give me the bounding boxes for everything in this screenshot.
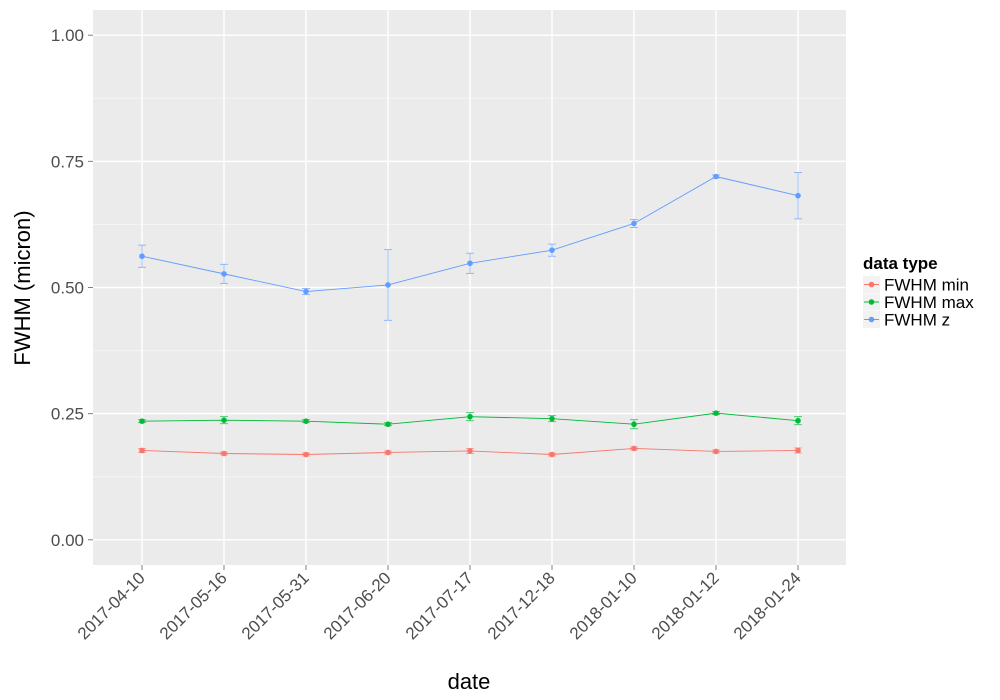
x-tick-label: 2017-12-18 [484,568,559,643]
y-axis-title: FWHM (micron) [10,210,35,365]
y-tick-label: 0.00 [51,531,84,550]
series-fwhm-min [138,445,802,458]
legend-label: FWHM z [884,311,950,330]
data-point [631,421,637,428]
x-axis-title: date [448,669,491,694]
legend-label: FWHM min [884,276,969,295]
data-point [385,421,391,428]
x-tick-label: 2017-05-31 [238,568,313,643]
series-fwhm-z [138,172,802,321]
legend-item: FWHM min [863,276,969,295]
x-tick-label: 2017-06-20 [320,568,395,643]
data-point [713,410,719,416]
y-tick-label: 0.25 [51,405,84,424]
data-point [221,271,227,277]
data-point [713,173,719,180]
data-point [385,282,391,288]
x-tick-label: 2018-01-12 [648,568,723,643]
data-point [385,449,391,456]
legend-title: data type [863,254,938,273]
data-point [549,451,555,458]
data-point [139,418,145,425]
data-point [713,448,719,455]
data-point [795,192,801,199]
data-point [221,417,227,423]
data-point [549,247,555,253]
legend-item: FWHM max [863,293,974,312]
series-layer [138,172,802,458]
series-fwhm-max [138,410,802,430]
x-axis: 2017-04-10 2017-05-16 2017-05-31 2017-06-20… [74,565,805,643]
data-point [467,448,473,454]
data-point [303,451,309,458]
y-tick-label: 1.00 [51,26,84,45]
x-tick-label: 2018-01-24 [730,568,805,643]
y-tick-label: 0.75 [51,152,84,171]
x-tick-label: 2017-04-10 [74,568,149,643]
legend-key-point [868,316,875,323]
y-tick-label: 0.50 [51,279,84,298]
legend-label: FWHM max [884,293,974,312]
x-tick-label: 2018-01-10 [566,568,641,643]
data-point [631,220,637,227]
legend-key-point [868,281,875,288]
data-point [467,260,473,267]
y-axis: 0.00 0.25 0.50 0.75 1.00 [51,26,93,550]
data-point [303,418,309,425]
data-point [795,417,801,424]
data-point [303,288,309,295]
data-point [139,253,145,260]
data-point [631,445,637,452]
x-tick-label: 2017-07-17 [402,568,477,643]
data-point [795,447,801,454]
x-tick-label: 2017-05-16 [156,568,231,643]
data-point [139,447,145,454]
data-point [467,413,473,420]
legend-item: FWHM z [863,311,950,330]
data-point [221,450,227,457]
legend-key-point [868,299,875,305]
data-point [549,415,555,422]
major-gridlines [93,10,846,565]
